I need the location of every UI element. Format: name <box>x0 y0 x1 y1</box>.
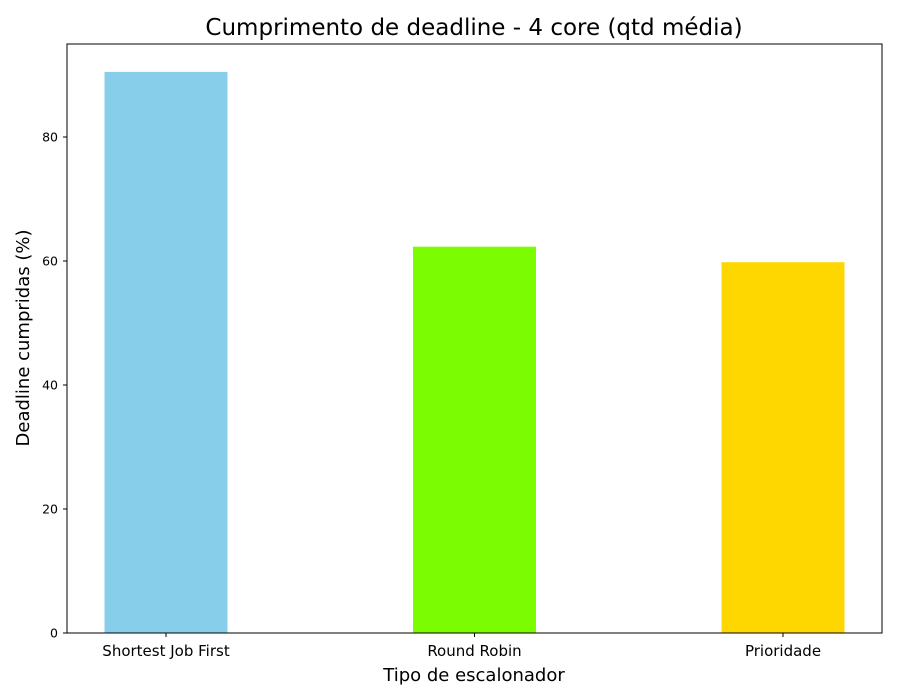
plot-area-frame <box>66 43 883 634</box>
x-tick-label: Round Robin <box>427 642 521 660</box>
y-axis-label: Deadline cumpridas (%) <box>13 230 34 447</box>
x-tick-label: Shortest Job First <box>102 642 230 660</box>
y-tick-label: 80 <box>42 130 58 145</box>
chart-title: Cumprimento de deadline - 4 core (qtd mé… <box>205 15 742 41</box>
bar-prioridade <box>721 262 845 633</box>
y-tick-label: 0 <box>50 626 58 641</box>
y-tick-label: 20 <box>42 502 58 517</box>
x-tick-label: Prioridade <box>745 642 821 660</box>
y-axis-ticks: 0 20 40 60 80 <box>42 130 67 641</box>
bars-layer <box>104 71 845 633</box>
bar-shortest-job-first <box>104 71 228 633</box>
y-tick-label: 40 <box>42 378 58 393</box>
y-tick-label: 60 <box>42 254 58 269</box>
x-axis-label: Tipo de escalonador <box>382 665 565 686</box>
bar-round-robin <box>413 246 536 633</box>
x-axis-ticks: Shortest Job First Round Robin Prioridade <box>102 633 821 660</box>
